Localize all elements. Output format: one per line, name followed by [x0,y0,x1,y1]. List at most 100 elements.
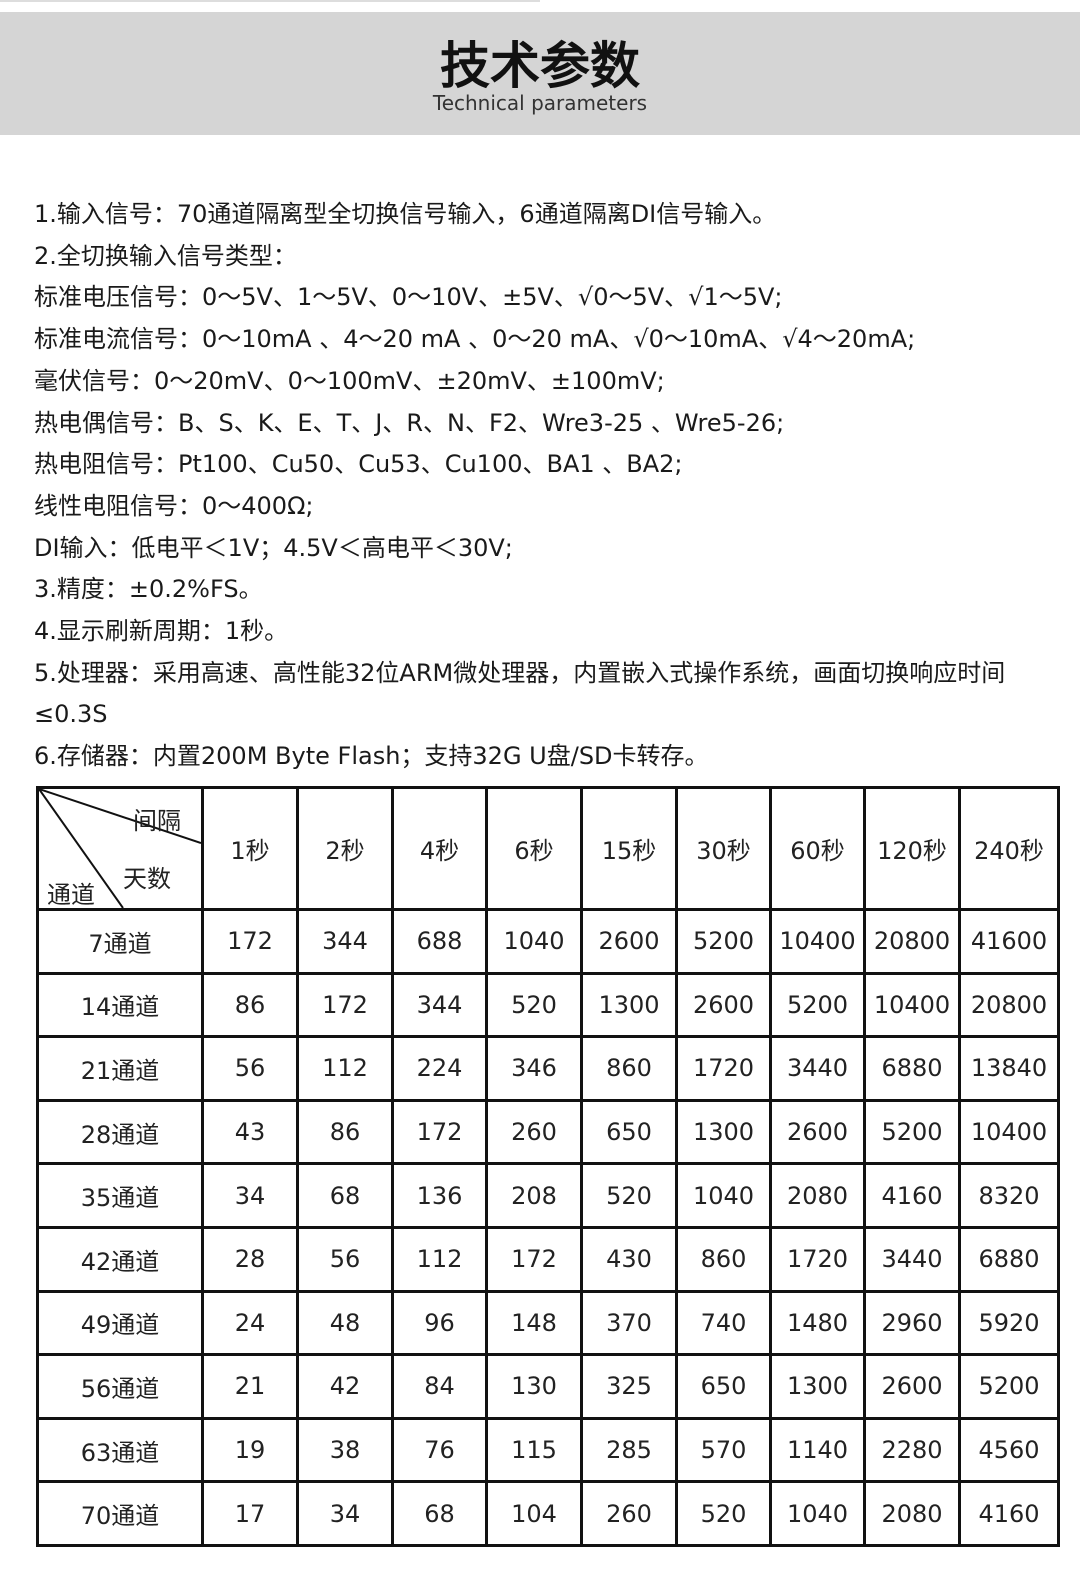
spec-list: 1.输入信号：70通道隔离型全切换信号输入，6通道隔离DI信号输入。 2.全切换输… [34,194,1029,778]
data-row: 35通道 34 68 136 208 520 1040 2080 4160 8320 [36,1162,1060,1229]
column-header: 1秒 [201,786,299,911]
cell: 5200 [675,908,772,975]
cell: 86 [201,971,299,1039]
cell: 1300 [769,1353,866,1420]
column-header: 240秒 [958,786,1060,911]
cell: 520 [580,1162,678,1229]
spec-line: 4.显示刷新周期：1秒。 [34,617,289,646]
storage-table: 间隔 天数 通道 1秒 2秒 4秒 6秒 15秒 30秒 60秒 120秒 240秒 7通道 172 344… [36,786,1060,1547]
cell: 1720 [769,1225,866,1293]
cell: 42 [296,1353,394,1420]
cell: 3440 [863,1225,961,1293]
cell: 1300 [675,1098,772,1166]
cell: 20800 [863,908,961,975]
cell: 346 [485,1035,583,1102]
cell: 28 [201,1225,299,1293]
cell: 208 [485,1162,583,1229]
cell: 10400 [769,908,866,975]
diagonal [39,789,124,908]
cell: 5920 [958,1289,1060,1357]
spec-line: 热电偶信号：B、S、K、E、T、J、R、N、F2、Wre3-25 、Wre5-2… [34,408,785,437]
top-rule [0,0,540,2]
cell: 43 [201,1098,299,1166]
cell: 112 [391,1225,488,1293]
corner-days: 天数 [123,865,171,893]
cell: 5200 [769,971,866,1039]
cell: 2600 [675,971,772,1039]
corner-channel: 通道 [47,881,95,909]
corner-diagonals [39,789,201,908]
cell: 136 [391,1162,488,1229]
cell: 172 [296,971,394,1039]
cell: 148 [485,1289,583,1357]
column-header: 15秒 [580,786,678,911]
cell: 21 [201,1353,299,1420]
subtitle: Technical parameters [432,91,648,115]
data-row: 14通道 86 172 344 520 1300 2600 5200 10400 20800 [36,971,1060,1039]
row-label: 14通道 [36,971,204,1039]
cell: 1040 [485,908,583,975]
diagonal [39,789,201,844]
cell: 4160 [958,1480,1060,1547]
cell: 4560 [958,1416,1060,1484]
cell: 260 [485,1098,583,1166]
cell: 2080 [769,1162,866,1229]
cell: 38 [296,1416,394,1484]
cell: 20800 [958,971,1060,1039]
row-label: 35通道 [36,1162,204,1229]
cell: 56 [201,1035,299,1102]
cell: 285 [580,1416,678,1484]
cell: 56 [296,1225,394,1293]
cell: 520 [485,971,583,1039]
row-label: 70通道 [36,1480,204,1547]
data-row: 63通道 19 38 76 115 285 570 1140 2280 4560 [36,1416,1060,1484]
cell: 17 [201,1480,299,1547]
cell: 860 [675,1225,772,1293]
header-band [0,12,1080,135]
cell: 1480 [769,1289,866,1357]
cell: 34 [201,1162,299,1229]
cell: 172 [485,1225,583,1293]
cell: 860 [580,1035,678,1102]
cell: 86 [296,1098,394,1166]
row-label: 28通道 [36,1098,204,1166]
cell: 1040 [675,1162,772,1229]
data-row: 56通道 21 42 84 130 325 650 1300 2600 5200 [36,1353,1060,1420]
cell: 130 [485,1353,583,1420]
cell: 1040 [769,1480,866,1547]
column-header: 4秒 [391,786,488,911]
cell: 2600 [769,1098,866,1166]
row-label: 42通道 [36,1225,204,1293]
cell: 2960 [863,1289,961,1357]
cell: 8320 [958,1162,1060,1229]
cell: 172 [201,908,299,975]
cell: 6880 [863,1035,961,1102]
cell: 84 [391,1353,488,1420]
cell: 5200 [958,1353,1060,1420]
row-label: 56通道 [36,1353,204,1420]
cell: 2280 [863,1416,961,1484]
spec-line: 3.精度：±0.2%FS。 [34,575,263,604]
cell: 34 [296,1480,394,1547]
column-header: 60秒 [769,786,866,911]
row-label: 7通道 [36,908,204,975]
cell: 24 [201,1289,299,1357]
corner-interval: 间隔 [133,807,181,835]
data-row: 49通道 24 48 96 148 370 740 1480 2960 5920 [36,1289,1060,1357]
corner-cell: 间隔天数 通道 [36,786,204,911]
cell: 520 [675,1480,772,1547]
cell: 1300 [580,971,678,1039]
cell: 68 [296,1162,394,1229]
cell: 104 [485,1480,583,1547]
cell: 76 [391,1416,488,1484]
cell: 224 [391,1035,488,1102]
cell: 48 [296,1289,394,1357]
row-label: 49通道 [36,1289,204,1357]
spec-line: 标准电压信号：0～5V、1～5V、0～10V、±5V、√0～5V、√1～5V; [34,283,783,312]
column-header: 120秒 [863,786,961,911]
cell: 344 [296,908,394,975]
cell: 260 [580,1480,678,1547]
cell: 5200 [863,1098,961,1166]
cell: 112 [296,1035,394,1102]
